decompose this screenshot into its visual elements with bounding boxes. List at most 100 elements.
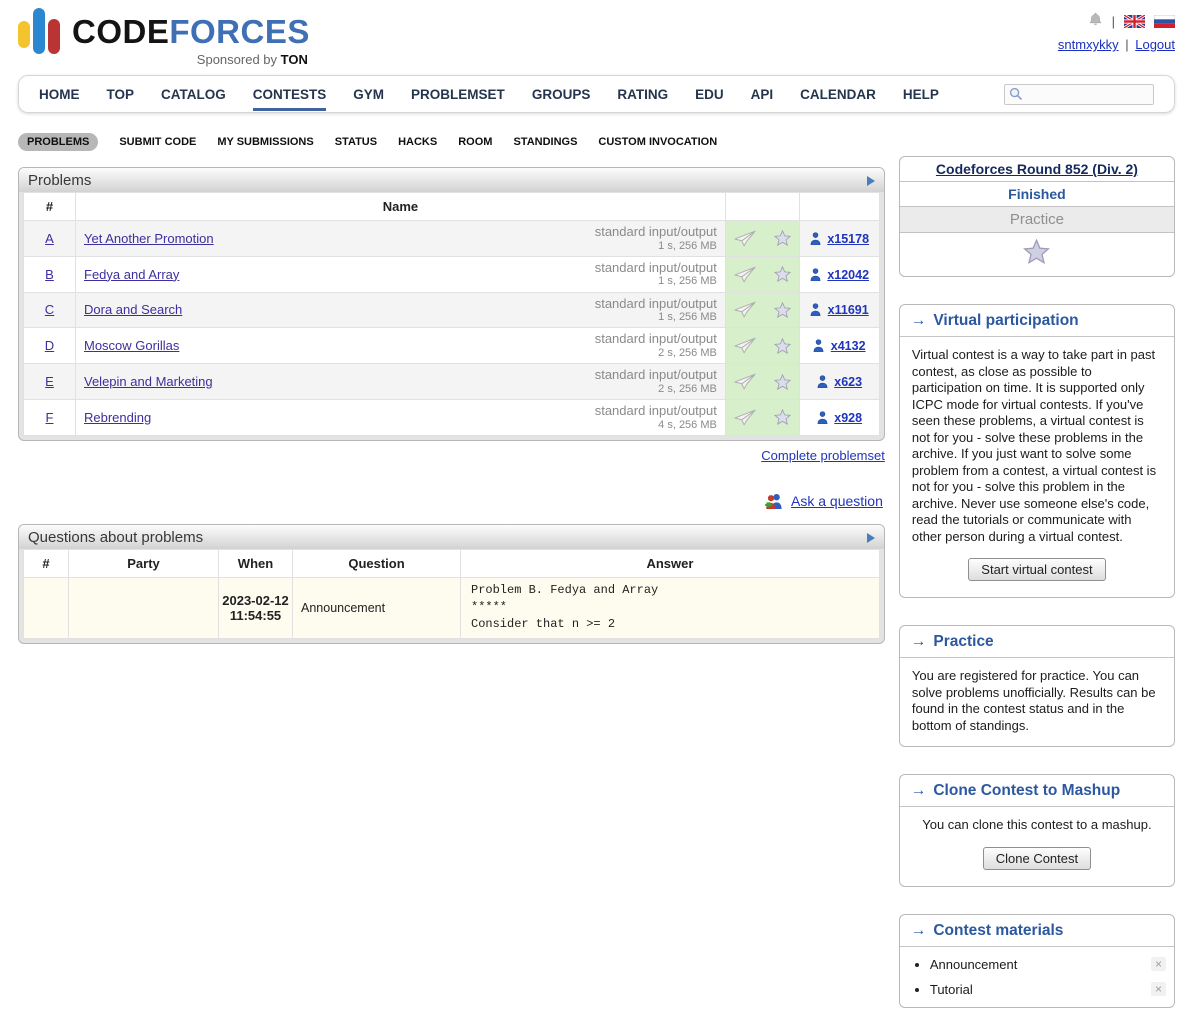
solved-count-link[interactable]: x4132 <box>830 339 866 354</box>
submit-plane-icon[interactable] <box>734 373 756 390</box>
problem-letter-link[interactable]: A <box>45 230 54 246</box>
submit-plane-icon[interactable] <box>734 266 756 283</box>
problem-name-link[interactable]: Fedya and Array <box>84 266 180 282</box>
submit-plane-icon[interactable] <box>734 409 756 426</box>
ask-question-link[interactable]: Ask a question <box>791 493 883 510</box>
virtual-participation-text: Virtual contest is a way to take part in… <box>911 347 1157 544</box>
problem-name-link[interactable]: Moscow Gorillas <box>84 338 180 354</box>
solved-count-link[interactable]: x12042 <box>827 267 870 282</box>
nav-item-edu[interactable]: EDU <box>695 86 724 102</box>
problem-name-link[interactable]: Rebrending <box>84 409 152 425</box>
subnav-problems[interactable]: PROBLEMS <box>18 133 99 151</box>
practice-box: → Practice You are registered for practic… <box>898 625 1175 747</box>
contest-subnav: PROBLEMS SUBMIT CODE MY SUBMISSIONS STAT… <box>18 133 885 151</box>
contest-status: Finished <box>899 181 1174 206</box>
nav-item-catalog[interactable]: CATALOG <box>161 86 226 102</box>
sidebar: Codeforces Round 852 (Div. 2) Finished P… <box>898 156 1175 1035</box>
main-navigation: HOME TOP CATALOG CONTESTS GYM PROBLEMSET… <box>18 75 1175 113</box>
contest-info-box: Codeforces Round 852 (Div. 2) Finished P… <box>898 156 1175 277</box>
subnav-my-submissions[interactable]: MY SUBMISSIONS <box>217 136 314 148</box>
contest-favorite-star-icon[interactable] <box>1023 238 1051 265</box>
close-icon[interactable]: × <box>1150 957 1166 971</box>
subnav-submit-code[interactable]: SUBMIT CODE <box>119 136 197 148</box>
search-icon <box>1009 87 1023 100</box>
codeforces-logo[interactable]: CODEFORCES Sponsored by TON <box>18 8 310 70</box>
solved-count-link[interactable]: x11691 <box>827 303 869 318</box>
favorite-star-icon[interactable] <box>773 337 791 354</box>
problem-row-e: E Velepin and Marketing standard input/o… <box>23 363 880 400</box>
subnav-custom-invocation[interactable]: CUSTOM INVOCATION <box>598 136 718 148</box>
logout-link[interactable]: Logout <box>1135 37 1175 52</box>
problem-letter-link[interactable]: E <box>45 374 54 390</box>
contest-materials-box: → Contest materials Announcement × Tutori… <box>898 913 1175 1008</box>
nav-item-top[interactable]: TOP <box>106 86 135 102</box>
subnav-status[interactable]: STATUS <box>334 136 378 148</box>
submit-plane-icon[interactable] <box>734 337 756 354</box>
solved-person-icon <box>817 411 827 424</box>
favorite-star-icon[interactable] <box>773 230 791 247</box>
problems-col-index: # <box>23 192 76 221</box>
problem-name-link[interactable]: Velepin and Marketing <box>84 374 213 390</box>
virtual-participation-box: → Virtual participation Virtual contest i… <box>898 304 1175 598</box>
problem-name-link[interactable]: Dora and Search <box>84 302 183 318</box>
nav-item-help[interactable]: HELP <box>902 86 939 102</box>
favorite-star-icon[interactable] <box>773 265 791 283</box>
nav-item-problemset[interactable]: PROBLEMSET <box>411 86 505 102</box>
questions-table: Questions about problems # Party When Qu… <box>18 523 885 644</box>
solved-count-link[interactable]: x623 <box>834 375 863 390</box>
nav-item-groups[interactable]: GROUPS <box>531 86 591 102</box>
questions-col-answer: Answer <box>460 548 880 578</box>
problem-letter-link[interactable]: D <box>44 338 55 354</box>
solved-count-link[interactable]: x15178 <box>827 231 870 246</box>
solved-person-icon <box>810 268 821 281</box>
subnav-standings[interactable]: STANDINGS <box>513 136 578 148</box>
contest-title-link[interactable]: Codeforces Round 852 (Div. 2) <box>935 161 1138 177</box>
contest-mode: Practice <box>899 206 1174 232</box>
expand-arrow-icon[interactable] <box>866 532 875 543</box>
header: CODEFORCES Sponsored by TON | <box>18 0 1176 70</box>
problem-limits: standard input/output 2 s, 256 MB <box>594 331 717 359</box>
nav-item-api[interactable]: API <box>750 86 774 102</box>
solved-person-icon <box>817 375 827 389</box>
close-icon[interactable]: × <box>1150 982 1166 996</box>
problem-letter-link[interactable]: C <box>44 302 55 318</box>
submit-plane-icon[interactable] <box>734 230 756 247</box>
nav-item-gym[interactable]: GYM <box>353 86 385 102</box>
nav-item-home[interactable]: HOME <box>39 86 80 102</box>
material-tutorial: Tutorial × <box>930 982 1174 997</box>
nav-item-rating[interactable]: RATING <box>617 86 669 102</box>
nav-item-calendar[interactable]: CALENDAR <box>800 86 876 102</box>
arrow-icon: → <box>910 921 927 939</box>
problem-letter-link[interactable]: F <box>45 409 54 425</box>
solved-count-link[interactable]: x928 <box>834 410 863 425</box>
problem-name-link[interactable]: Yet Another Promotion <box>84 230 214 246</box>
subnav-hacks[interactable]: HACKS <box>398 136 438 148</box>
arrow-icon: → <box>910 782 927 799</box>
questions-col-when: When <box>218 548 293 578</box>
bell-icon[interactable] <box>1088 12 1103 30</box>
start-virtual-contest-button[interactable]: Start virtual contest <box>968 558 1106 581</box>
submit-plane-icon[interactable] <box>734 301 756 318</box>
russian-flag-icon[interactable] <box>1153 14 1176 28</box>
favorite-star-icon[interactable] <box>773 373 791 390</box>
favorite-star-icon[interactable] <box>773 301 791 319</box>
english-flag-icon[interactable] <box>1123 13 1146 29</box>
complete-problemset-link[interactable]: Complete problemset <box>761 447 885 463</box>
subnav-room[interactable]: ROOM <box>458 136 493 148</box>
material-announcement: Announcement × <box>930 957 1174 972</box>
problem-letter-link[interactable]: B <box>45 266 54 282</box>
search-input[interactable] <box>1004 83 1154 105</box>
user-handle-link[interactable]: sntmxykky <box>1057 37 1119 52</box>
question-when: 2023-02-12 11:54:55 <box>218 576 293 639</box>
material-tutorial-link[interactable]: Tutorial <box>929 981 973 997</box>
problem-row-c: C Dora and Search standard input/output 1… <box>23 291 880 329</box>
favorite-star-icon[interactable] <box>773 409 791 426</box>
problem-row-d: D Moscow Gorillas standard input/output 2… <box>23 327 880 365</box>
problem-limits: standard input/output 1 s, 256 MB <box>594 259 717 288</box>
material-announcement-link[interactable]: Announcement <box>929 956 1018 972</box>
clone-mashup-box: → Clone Contest to Mashup You can clone t… <box>898 774 1175 887</box>
expand-arrow-icon[interactable] <box>866 176 875 186</box>
clone-contest-button[interactable]: Clone Contest <box>982 846 1092 870</box>
problems-caption: Problems <box>28 172 92 189</box>
nav-item-contests[interactable]: CONTESTS <box>252 78 327 111</box>
